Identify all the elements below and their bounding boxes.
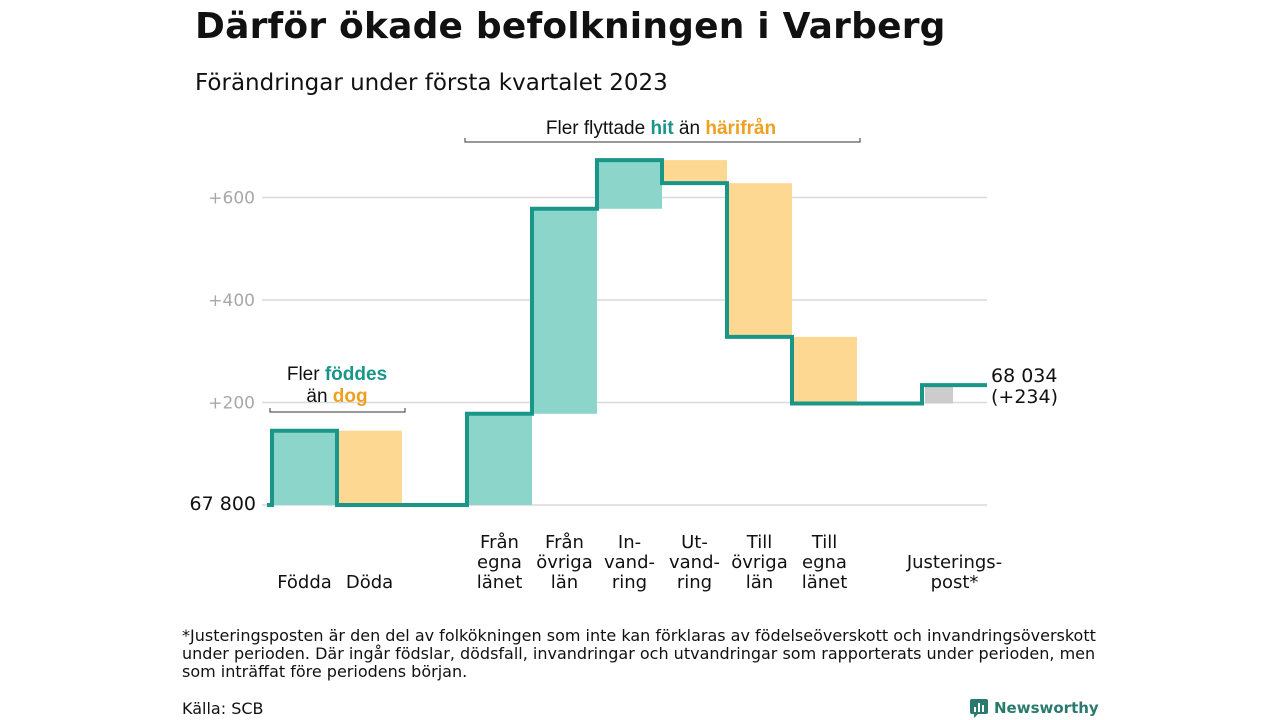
- step-line: [267, 158, 987, 507]
- x-category-label: Från: [545, 532, 584, 553]
- waterfall-bar-tillegnalänet: [792, 336, 857, 404]
- y-tick-label: +400: [208, 291, 255, 311]
- brand-name: Newsworthy: [994, 699, 1099, 717]
- x-category-label: ring: [612, 572, 647, 593]
- x-category-label: Från: [480, 532, 519, 553]
- x-category-label: övriga: [536, 552, 593, 573]
- x-category-label: län: [551, 572, 578, 593]
- x-category-label: Ut-: [681, 532, 708, 553]
- births-bracket: [269, 408, 406, 413]
- x-category-label: Födda: [277, 572, 332, 593]
- x-category-label: post*: [931, 572, 979, 593]
- migration-bracket: [464, 138, 861, 143]
- x-category-label: Justerings-: [906, 552, 1002, 573]
- x-category-label: länet: [802, 572, 848, 593]
- x-category-label: Döda: [346, 572, 393, 593]
- brand-logo[interactable]: Newsworthy: [969, 696, 1099, 720]
- step-line-group: [267, 158, 987, 507]
- start-value-label: 67 800: [190, 493, 256, 515]
- y-tick-label: +200: [208, 394, 255, 414]
- waterfall-bar-justeringspost: [925, 385, 953, 404]
- chart-title: Därför ökade befolkningen i Varberg: [195, 6, 946, 47]
- x-category-label: ring: [677, 572, 712, 593]
- x-category-label: Till: [746, 532, 772, 553]
- x-category-label: övriga: [731, 552, 788, 573]
- migration-annotation: Fler flyttade hit än härifrån: [546, 118, 776, 139]
- chart-subtitle: Förändringar under första kvartalet 2023: [195, 70, 668, 96]
- x-category-label: egna: [477, 552, 522, 573]
- x-category-label: In-: [618, 532, 641, 553]
- x-category-label: Till: [811, 532, 837, 553]
- waterfall-bar-invandring: [597, 160, 662, 209]
- source-note: Källa: SCB: [182, 699, 264, 718]
- x-category-label: vand-: [604, 552, 655, 573]
- footnote: *Justeringsposten är den del av folkökni…: [182, 626, 1096, 681]
- end-value-label: (+234): [991, 386, 1058, 408]
- births-annotation-line1: Fler föddes: [287, 364, 387, 385]
- waterfall-bar-döda: [337, 430, 402, 505]
- end-value-label: 68 034: [991, 365, 1057, 387]
- waterfall-bar-födda: [272, 430, 337, 505]
- newsworthy-logo-icon: [970, 699, 988, 718]
- x-category-label: egna: [802, 552, 847, 573]
- waterfall-bar-frånövrigalän: [532, 208, 597, 414]
- bars: [272, 160, 953, 505]
- x-category-label: vand-: [669, 552, 720, 573]
- births-annotation-line2: än dog: [306, 386, 367, 407]
- x-category-label: län: [746, 572, 773, 593]
- waterfall-bar-tillövrigalän: [727, 183, 792, 337]
- waterfall-bar-utvandring: [662, 160, 727, 184]
- y-tick-label: +600: [208, 189, 255, 209]
- waterfall-bar-frånegnalänet: [467, 413, 532, 505]
- x-category-label: länet: [477, 572, 523, 593]
